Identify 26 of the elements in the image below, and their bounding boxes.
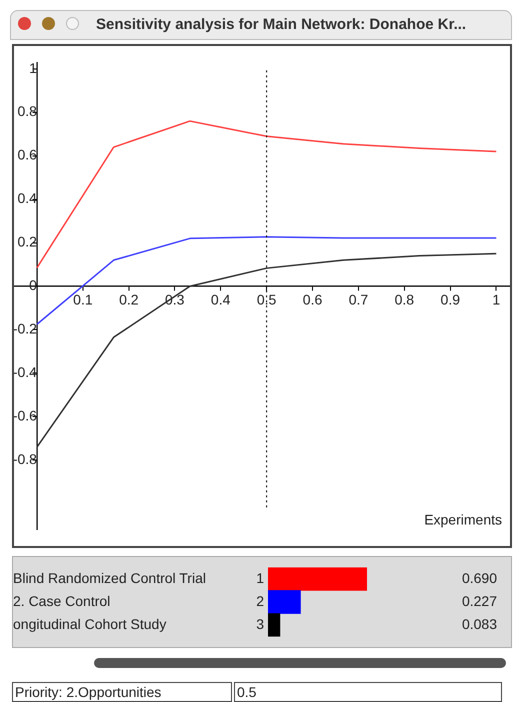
data-label: 0.690 [462, 570, 498, 586]
text: Priority: 2.Opportunities [12, 682, 232, 702]
x-tick-label: 0.1 [73, 291, 93, 308]
x-tick-label: 0.8 [394, 291, 414, 308]
y-tick-label: ongitudinal Cohort Study [13, 616, 166, 632]
chart-title: Sensitivity analysis for Main Network: Donahoe Kr... [96, 16, 466, 33]
text: 2 [256, 592, 264, 609]
x-tick-label: 0.2 [119, 291, 139, 308]
x-axis-title: Experiments [424, 511, 502, 528]
y-tick-label: 0.2 [17, 234, 38, 250]
y-tick-label: 0.8 [17, 103, 38, 120]
text: 3 [256, 616, 264, 632]
text: 0.5 [234, 682, 502, 702]
data-label: 0.227 [462, 592, 498, 609]
x-tick-label: 0.7 [348, 291, 368, 308]
text: 1 [256, 570, 264, 586]
y-tick-label: 2. Case Control [13, 592, 110, 609]
x-tick-label: 0.9 [440, 291, 460, 308]
x-tick-label: 0.5 [256, 291, 277, 308]
x-tick-label: 1 [492, 291, 500, 308]
y-tick-label: 0.4 [17, 190, 38, 206]
y-tick-label: Blind Randomized Control Trial [13, 570, 206, 586]
x-tick-label: 0.6 [302, 291, 322, 308]
data-label: 0.083 [462, 616, 498, 632]
y-tick-label: 0.6 [17, 146, 38, 163]
x-tick-label: 0.4 [210, 291, 231, 308]
